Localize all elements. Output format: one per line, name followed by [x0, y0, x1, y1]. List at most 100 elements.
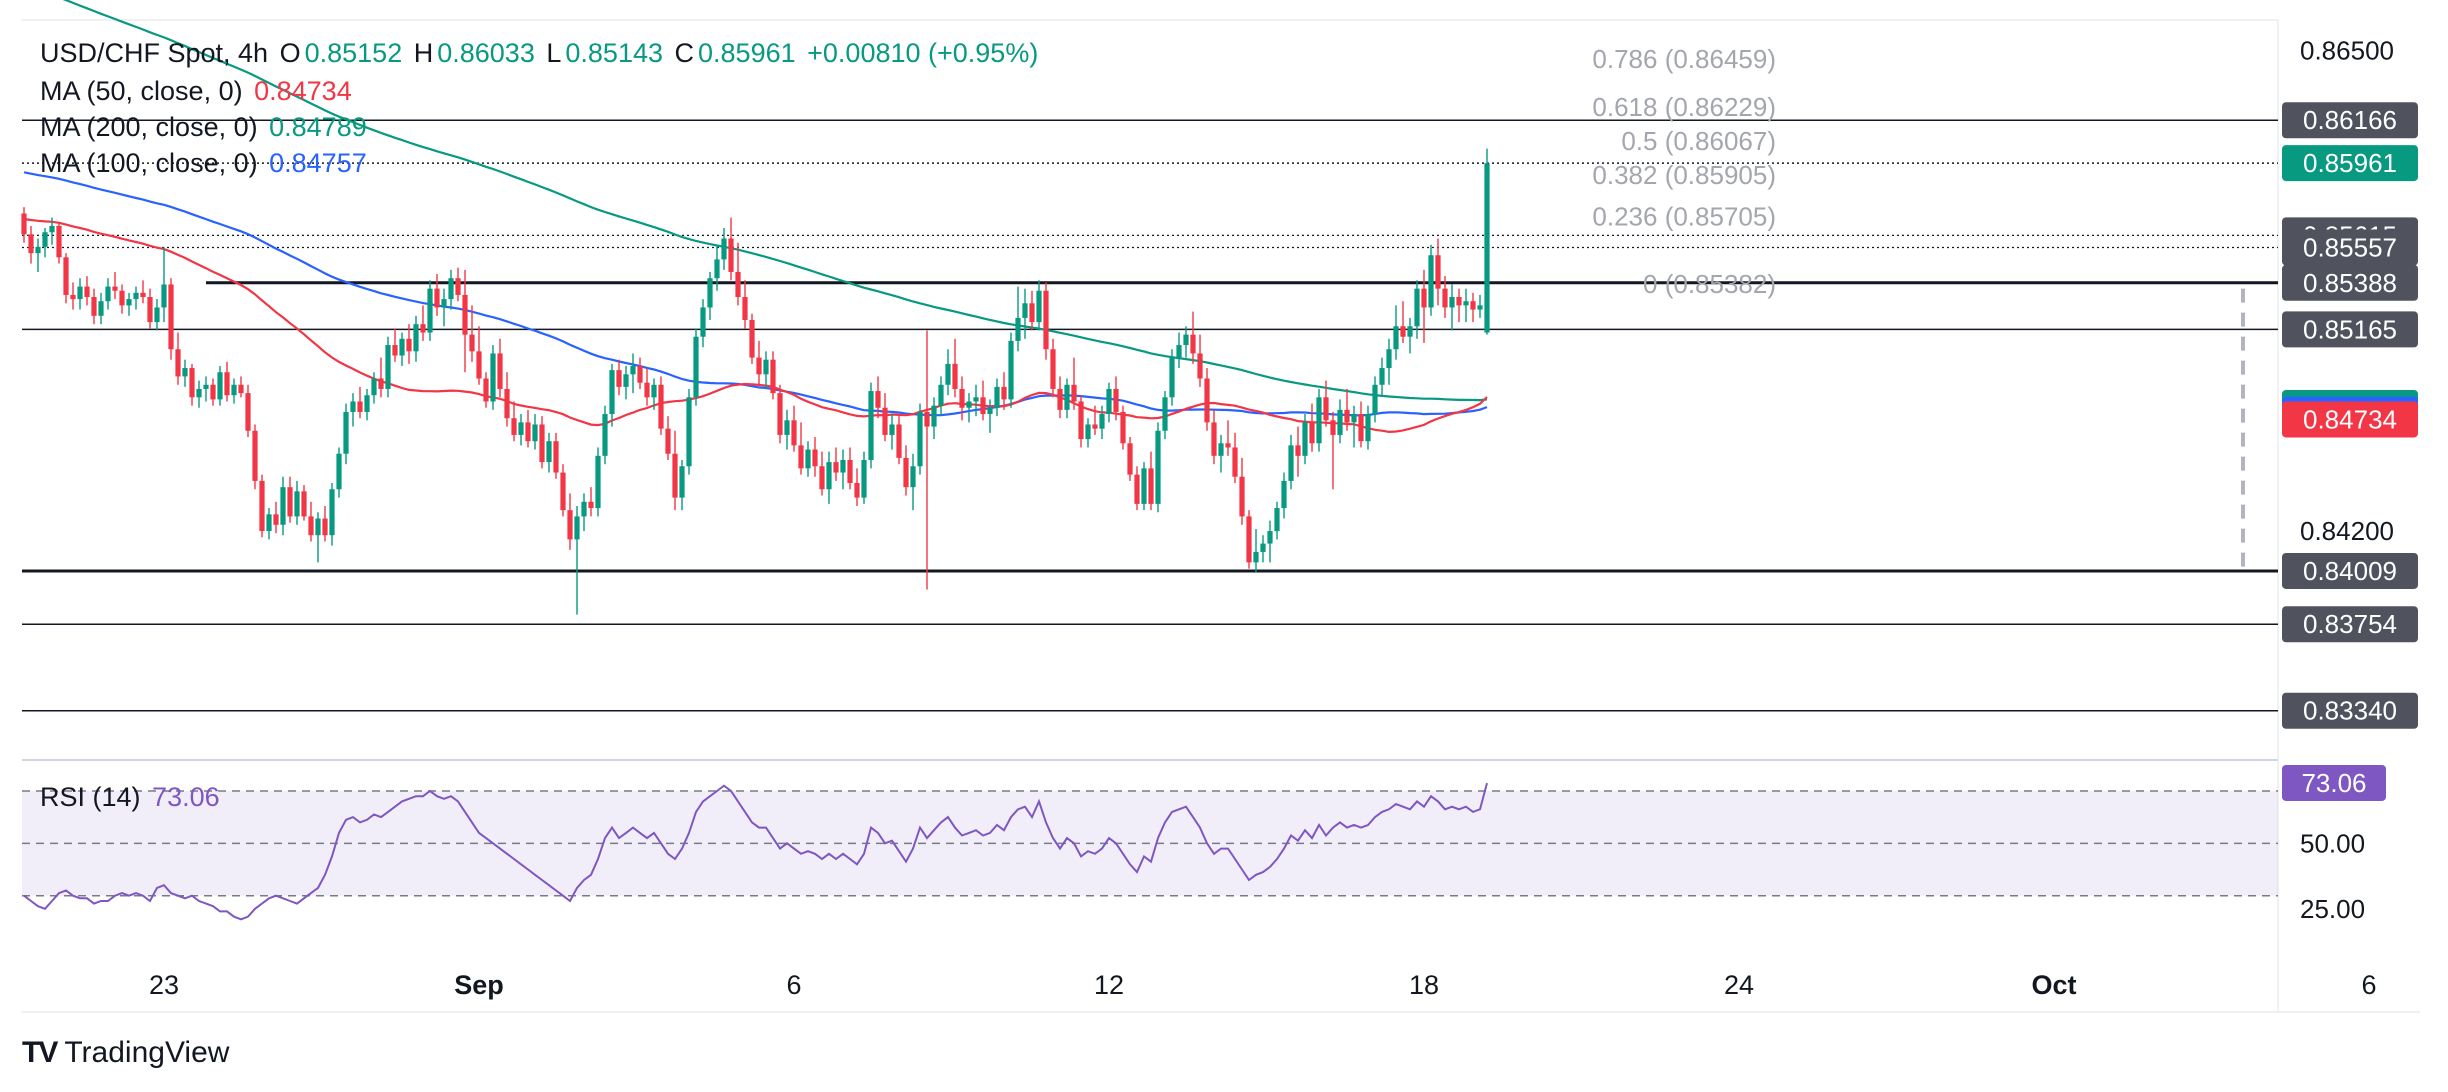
rsi-label: RSI (14): [40, 782, 141, 812]
ma200-line: [62, 0, 1488, 402]
candle-body: [231, 384, 237, 396]
candle-body: [476, 351, 482, 379]
candle-body: [595, 455, 601, 509]
candle-body: [196, 388, 202, 398]
candle-body: [63, 257, 69, 295]
candle-body: [1099, 414, 1105, 429]
ma200-legend[interactable]: MA (200, close, 0) 0.84789: [40, 112, 371, 143]
candle-body: [1379, 368, 1385, 385]
close-value: 0.85961: [698, 38, 796, 68]
candle-body: [70, 294, 76, 300]
change-value: +0.00810 (+0.95%): [807, 38, 1039, 68]
ma50-value: 0.84734: [254, 76, 352, 106]
ma100-label: MA (100, close, 0): [40, 148, 258, 178]
candle-body: [1169, 357, 1175, 398]
candle-body: [1246, 516, 1252, 563]
candle-body: [1358, 414, 1364, 442]
price-label-text: 0.86166: [2303, 105, 2397, 135]
candle-body: [210, 384, 216, 400]
candle-body: [1113, 388, 1119, 412]
candle-body: [385, 345, 391, 389]
price-label-text: 0.84009: [2303, 556, 2397, 586]
candle-body: [1302, 422, 1308, 456]
candle-body: [1162, 397, 1168, 431]
candle-body: [1477, 305, 1483, 310]
candle-body: [1372, 384, 1378, 415]
fibonacci-label: 0 (0.85382): [1643, 269, 1776, 299]
candle-body: [966, 401, 972, 408]
candle-body: [840, 460, 846, 473]
candle-body: [1365, 414, 1371, 442]
candle-body: [945, 363, 951, 385]
candle-body: [1127, 443, 1133, 475]
candle-body: [35, 246, 41, 254]
candle-body: [42, 232, 48, 247]
candle-body: [287, 487, 293, 517]
candle-body: [315, 518, 321, 536]
candle-body: [420, 324, 426, 333]
candle-body: [294, 491, 300, 517]
price-label-box: [2282, 264, 2418, 301]
candle-body: [987, 407, 993, 415]
fibonacci-label: 0.618 (0.86229): [1592, 92, 1776, 122]
time-tick-label: 24: [1724, 970, 1754, 1000]
candle-body: [931, 405, 937, 427]
candle-body: [1029, 303, 1035, 323]
candle-body: [413, 324, 419, 352]
candle-body: [602, 414, 608, 456]
fibonacci-label: 0.5 (0.86067): [1621, 126, 1776, 156]
ma50-label: MA (50, close, 0): [40, 76, 243, 106]
candle-body: [511, 418, 517, 435]
candle-body: [777, 393, 783, 435]
candle-body: [364, 395, 370, 412]
candle-body: [1260, 543, 1266, 552]
candle-body: [497, 353, 503, 389]
candle-body: [1442, 288, 1448, 308]
candle-body: [889, 424, 895, 435]
candle-body: [112, 286, 118, 291]
candle-body: [819, 466, 825, 490]
candle-body: [728, 238, 734, 272]
candle-body: [1295, 445, 1301, 456]
candle-body: [924, 411, 930, 427]
price-label-box: [2282, 401, 2418, 438]
candle-body: [28, 234, 34, 254]
candle-body: [1148, 468, 1154, 504]
candle-body: [665, 428, 671, 454]
rsi-legend[interactable]: RSI (14) 73.06: [40, 782, 224, 813]
candle-body: [203, 384, 209, 389]
candle-body: [1190, 334, 1196, 354]
ma200-label: MA (200, close, 0): [40, 112, 258, 142]
candle-body: [1316, 397, 1322, 444]
symbol-legend: USD/CHF Spot, 4h O 0.85152 H 0.86033 L 0.85…: [40, 38, 1042, 69]
candle-body: [1176, 345, 1182, 358]
candle-body: [679, 466, 685, 498]
candle-body: [882, 407, 888, 435]
candle-body: [588, 501, 594, 509]
candle-body: [1218, 443, 1224, 456]
candle-body: [1022, 303, 1028, 318]
ma100-legend[interactable]: MA (100, close, 0) 0.84757: [40, 148, 371, 179]
price-label-box: [2282, 102, 2418, 139]
fibonacci-label: 0.236 (0.85705): [1592, 202, 1776, 232]
fibonacci-label: 0.786 (0.86459): [1592, 44, 1776, 74]
candle-body: [868, 391, 874, 460]
candle-body: [686, 397, 692, 467]
candle-body: [399, 338, 405, 356]
candle-body: [1428, 255, 1434, 308]
tradingview-brand[interactable]: TV TradingView: [22, 1036, 229, 1070]
candle-body: [1134, 474, 1140, 504]
ma50-legend[interactable]: MA (50, close, 0) 0.84734: [40, 76, 356, 107]
ma50-line: [23, 217, 1488, 434]
candle-body: [1197, 353, 1203, 379]
candle-body: [749, 320, 755, 358]
candle-body: [812, 449, 818, 467]
candle-body: [217, 372, 223, 400]
price-label-text: 0.85388: [2303, 268, 2397, 298]
candle-body: [182, 368, 188, 377]
price-label-box: [2282, 552, 2418, 589]
candle-body: [462, 294, 468, 335]
candle-body: [259, 480, 265, 532]
candle-body: [77, 286, 83, 300]
